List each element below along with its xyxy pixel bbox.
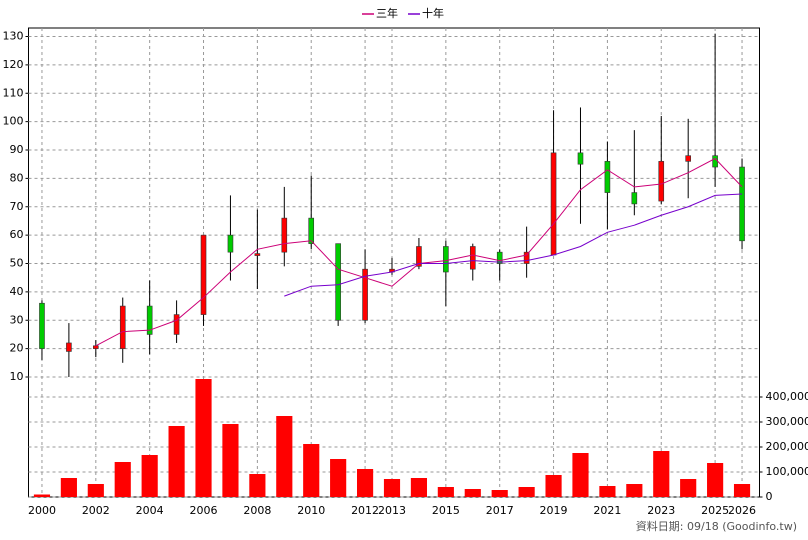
y2-tick-label: 200,000: [766, 440, 808, 453]
y-tick-label: 120: [3, 58, 24, 71]
y-tick-label: 70: [10, 200, 24, 213]
legend-label: 十年: [422, 6, 444, 20]
y2-tick-label: 0: [766, 490, 773, 503]
y-tick-label: 40: [10, 285, 24, 298]
volume-bar: [141, 455, 158, 497]
x-tick-label: 2019: [540, 504, 568, 517]
volume-bar: [410, 478, 428, 497]
volume-bar: [114, 462, 131, 497]
y-tick-label: 10: [10, 370, 24, 383]
volume-bar: [168, 426, 185, 497]
volume-bar: [195, 379, 212, 497]
volume-bar: [33, 494, 51, 497]
candle-body: [550, 152, 557, 256]
candle-body: [496, 251, 503, 264]
candle-body: [254, 253, 261, 256]
volume-bar: [572, 453, 589, 497]
volume-bar: [276, 416, 293, 497]
x-tick-label: 2002: [82, 504, 110, 517]
y-tick-label: 100: [3, 115, 24, 128]
candle-body: [658, 161, 665, 202]
y-tick-label: 50: [10, 257, 24, 270]
x-tick-label: 2025: [701, 504, 729, 517]
candle-body: [93, 345, 99, 349]
candle-body: [443, 246, 449, 273]
candle-body: [227, 234, 234, 253]
y-tick-label: 90: [10, 143, 24, 156]
candle-body: [39, 302, 45, 349]
volume-bar: [733, 484, 751, 497]
y2-tick-label: 400,000: [766, 390, 808, 403]
y-tick-label: 30: [10, 313, 24, 326]
legend-label: 三年: [376, 6, 398, 20]
footer: 資料日期: 09/18 (Goodinfo.tw): [636, 519, 797, 533]
volume-bar: [383, 479, 401, 497]
y-tick-label: 20: [10, 342, 24, 355]
volume-bar: [599, 486, 616, 497]
candle-body: [308, 217, 315, 244]
volume-bar: [330, 459, 347, 497]
volume-bar: [303, 444, 320, 497]
candle-body: [200, 234, 207, 315]
volume-bar: [518, 487, 535, 497]
ma-line: [284, 193, 743, 297]
candle-body: [469, 246, 476, 270]
volume-bar: [356, 469, 374, 497]
candle-body: [604, 161, 611, 193]
candle-body: [66, 342, 72, 352]
x-tick-label: 2013: [378, 504, 406, 517]
volume-bar: [653, 451, 670, 497]
candle-body: [712, 155, 718, 168]
candle-body: [416, 246, 422, 267]
volume-bar: [680, 479, 697, 497]
x-tick-label: 2026: [728, 504, 756, 517]
y2-tick-label: 300,000: [766, 415, 808, 428]
x-tick-label: 2000: [28, 504, 56, 517]
x-tick-label: 2015: [432, 504, 460, 517]
candle-body: [631, 192, 638, 205]
x-tick-label: 2023: [647, 504, 675, 517]
candle-body: [146, 305, 153, 335]
y2-tick-label: 100,000: [766, 465, 808, 478]
x-tick-label: 2012: [351, 504, 379, 517]
x-tick-label: 2006: [190, 504, 218, 517]
candle-body: [119, 305, 126, 349]
volume-bar: [60, 478, 77, 497]
x-tick-label: 2010: [297, 504, 325, 517]
volume-bar: [249, 474, 266, 497]
volume-bar: [707, 463, 724, 497]
volume-bar: [87, 484, 104, 497]
x-tick-label: 2021: [593, 504, 621, 517]
candle-body: [335, 243, 341, 321]
volume-bar: [491, 490, 508, 497]
volume-bar: [437, 487, 454, 497]
volume-bar: [222, 424, 239, 497]
y-tick-label: 80: [10, 171, 24, 184]
x-tick-label: 2017: [486, 504, 514, 517]
x-tick-label: 2008: [243, 504, 271, 517]
y-tick-label: 130: [3, 30, 24, 43]
x-tick-label: 2004: [136, 504, 164, 517]
candle-body: [362, 268, 368, 321]
volume-bar: [464, 489, 481, 497]
y-tick-label: 110: [3, 86, 24, 99]
candle-body: [281, 217, 288, 253]
candle-body: [523, 251, 530, 264]
candle-body: [685, 155, 691, 162]
candle-body: [173, 314, 180, 335]
candle-body: [577, 152, 584, 165]
volume-bar: [626, 484, 643, 497]
y-tick-label: 60: [10, 228, 24, 241]
candle-body: [739, 166, 745, 242]
plot-frame: [28, 27, 760, 498]
volume-bar: [545, 475, 562, 497]
